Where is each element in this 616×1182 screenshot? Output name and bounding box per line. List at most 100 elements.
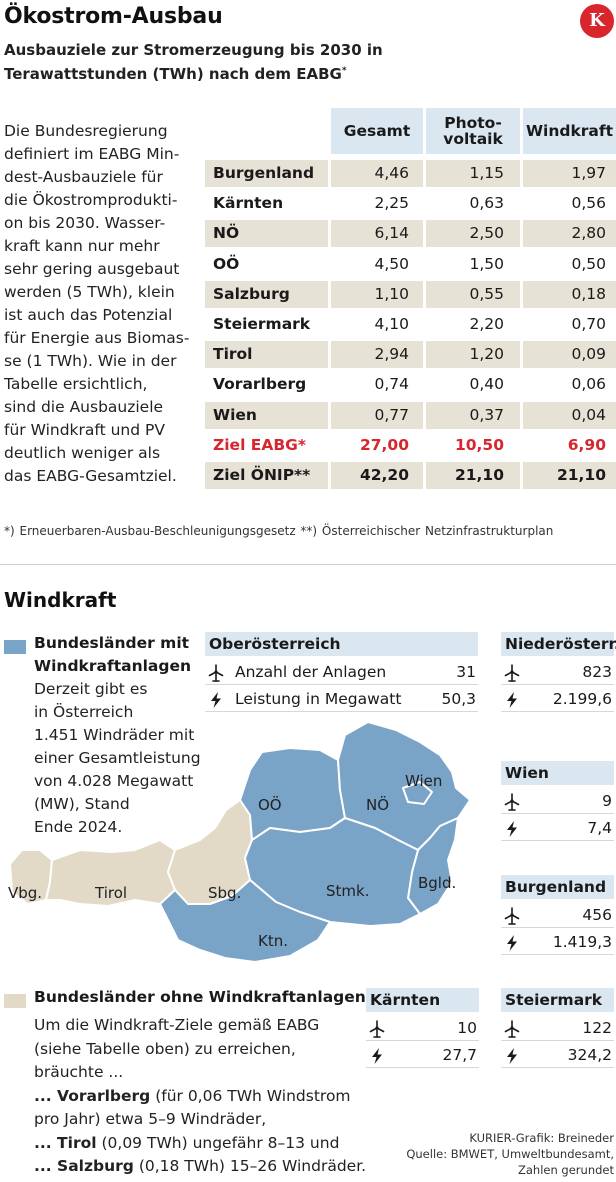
map-label-wien: Wien — [405, 772, 442, 790]
info-box-value: 31 — [456, 663, 476, 681]
table-cell-wind: 0,04 — [523, 401, 616, 429]
wind-turbine-icon — [207, 664, 225, 682]
legend-without-item: ... Vorarlberg (für 0,06 TWh Windstrom — [34, 1085, 366, 1109]
legend-without-line: Um die Windkraft-Ziele gemäß EABG — [34, 1016, 320, 1034]
table-cell-gesamt: 27,00 — [359, 435, 409, 454]
credit-line: Zahlen gerundet — [518, 1163, 614, 1177]
intro-line: für Windkraft und PV — [4, 421, 165, 439]
lightning-icon — [503, 820, 521, 838]
table-cell-wind: 0,18 — [523, 280, 616, 308]
lightning-icon — [503, 1047, 521, 1065]
info-box-header: Steiermark — [501, 988, 614, 1012]
info-box-row-power: 324,2 — [501, 1043, 614, 1068]
info-box-value: 456 — [582, 906, 612, 924]
table-cell-label: Steiermark — [213, 315, 311, 333]
info-box-value: 823 — [582, 663, 612, 681]
credit: KURIER-Grafik: Breineder Quelle: BMWET, U… — [400, 1130, 614, 1178]
info-box-value: 10 — [457, 1019, 477, 1037]
legend-with-line: Derzeit gibt es — [34, 680, 148, 698]
wind-turbine-icon — [503, 1020, 521, 1038]
info-box-value: 7,4 — [587, 819, 612, 837]
intro-line: definiert im EABG Min- — [4, 145, 180, 163]
intro-line: on bis 2030. Wasser- — [4, 214, 166, 232]
info-box-header: Burgenland — [501, 875, 614, 899]
table-cell-label: Wien — [205, 401, 328, 429]
col-header-photovoltaik: Photo-voltaik — [426, 108, 520, 154]
legend-with-line: (MW), Stand — [34, 795, 130, 813]
table-row: Tirol 2,94 1,20 0,09 — [205, 341, 616, 369]
legend-with-line: von 4.028 Megawatt — [34, 772, 194, 790]
table-cell-wind: 0,06 — [571, 375, 606, 394]
table-cell-label: Vorarlberg — [213, 375, 307, 394]
table-cell-gesamt: 4,46 — [331, 160, 423, 187]
map-label-stmk: Stmk. — [326, 882, 369, 900]
legend-with-line: in Österreich — [34, 703, 134, 721]
info-box-niederösterr: Niederösterr. 823 2.199,6 — [501, 632, 616, 712]
map-label-ktn: Ktn. — [258, 932, 288, 950]
legend-with-line: Ende 2024. — [34, 818, 123, 836]
austria-map: Vbg. Tirol Sbg. OÖ NÖ Wien Stmk. Bgld. K… — [8, 721, 471, 963]
table-cell-label: NÖ — [205, 220, 328, 248]
table-cell-wind: 1,97 — [523, 160, 616, 187]
table-row: Kärnten 2,25 0,63 0,56 — [205, 190, 616, 217]
legend-item-text: (für 0,06 TWh Windstrom — [150, 1086, 351, 1105]
table-row: Ziel ÖNIP** 42,20 21,10 21,10 — [205, 462, 616, 489]
intro-line: die Ökostromprodukti- — [4, 191, 178, 209]
page-subtitle: Ausbauziele zur Stromerzeugung bis 2030 … — [4, 41, 383, 83]
info-box-header: Wien — [501, 761, 614, 785]
table-cell-wind: 6,90 — [567, 435, 606, 454]
info-box-row-count: 456 — [501, 903, 614, 928]
info-box-oberösterreich: Oberösterreich Anzahl der Anlagen 31 Leistu… — [205, 632, 478, 712]
table-cell-gesamt: 0,77 — [331, 401, 423, 429]
table-cell-label: Kärnten — [213, 194, 284, 213]
info-box-header: Kärnten — [366, 988, 479, 1012]
credit-line: KURIER-Grafik: Breineder — [469, 1131, 614, 1145]
table-cell-gesamt: 42,20 — [331, 462, 423, 489]
table-cell-gesamt: 4,10 — [374, 315, 409, 333]
info-box-row-power: 2.199,6 — [501, 687, 614, 712]
map-wien — [402, 781, 433, 805]
legend-item-region: ... Salzburg — [34, 1157, 134, 1175]
info-box-row-count: Anzahl der Anlagen 31 — [205, 660, 478, 685]
info-box-row-count: 10 — [366, 1016, 479, 1041]
legend-with-line: 1.451 Windräder mit — [34, 726, 195, 744]
table-row: OÖ 4,50 1,50 0,50 — [205, 251, 616, 278]
info-box-row-count: 122 — [501, 1016, 614, 1041]
wind-turbine-icon — [368, 1020, 386, 1038]
table-cell-gesamt: 4,50 — [374, 254, 409, 273]
info-box-burgenland: Burgenland 456 1.419,3 — [501, 875, 614, 955]
table-row: Steiermark 4,10 2,20 0,70 — [205, 311, 616, 338]
table-cell-gesamt: 1,10 — [331, 280, 423, 308]
intro-line: das EABG-Gesamtziel. — [4, 467, 177, 485]
map-label-sbg: Sbg. — [208, 884, 241, 902]
info-box-value: 27,7 — [442, 1046, 477, 1064]
table-cell-pv: 21,10 — [426, 462, 520, 489]
table-cell-pv: 2,20 — [469, 315, 504, 333]
legend-without-text: Um die Windkraft-Ziele gemäß EABG (siehe … — [34, 1014, 366, 1179]
page-title: Ökostrom-Ausbau — [4, 4, 223, 29]
wind-turbine-icon — [503, 793, 521, 811]
table-cell-gesamt: 2,25 — [374, 194, 409, 213]
info-box-value: 9 — [602, 792, 612, 810]
table-cell-pv: 1,20 — [426, 341, 520, 369]
table-cell-wind: 0,56 — [571, 194, 606, 213]
info-box-value: 324,2 — [567, 1046, 612, 1064]
table-cell-pv: 10,50 — [454, 435, 504, 454]
info-box-wien: Wien 9 7,4 — [501, 761, 614, 841]
table-cell-pv: 0,63 — [469, 194, 504, 213]
info-box-header: Oberösterreich — [205, 632, 478, 656]
intro-line: deutlich weniger als — [4, 444, 161, 462]
legend-item-text: (0,09 TWh) ungefähr 8–13 und — [96, 1133, 340, 1152]
table-cell-wind: 21,10 — [523, 462, 616, 489]
lightning-icon — [503, 934, 521, 952]
legend-without-item-cont: pro Jahr) etwa 5–9 Windräder, — [34, 1110, 267, 1128]
legend-with-line: einer Gesamtleistung — [34, 749, 201, 767]
table-cell-gesamt: 2,94 — [331, 341, 423, 369]
table-cell-pv: 0,55 — [426, 280, 520, 308]
footnote: *) Erneuerbaren-Ausbau-Beschleunigungsge… — [4, 524, 554, 538]
table-cell-gesamt: 0,74 — [374, 375, 409, 394]
legend-without-item: ... Salzburg (0,18 TWh) 15–26 Windräder. — [34, 1155, 366, 1179]
info-box-row-count: 9 — [501, 789, 614, 814]
intro-line: Die Bundesregierung — [4, 122, 168, 140]
lightning-icon — [207, 691, 225, 709]
